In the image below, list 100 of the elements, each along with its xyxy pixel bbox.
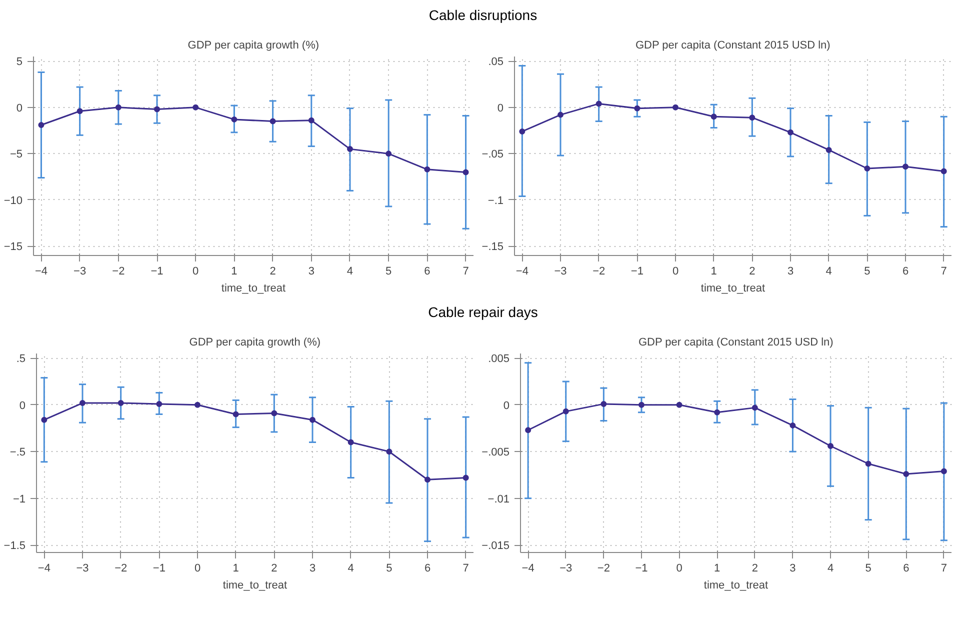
point	[714, 409, 720, 416]
point	[386, 448, 392, 455]
x-tick-label: 4	[826, 266, 832, 278]
x-tick-label: −1	[630, 266, 644, 278]
y-tick-label: −15	[4, 241, 23, 254]
y-tick-label: 5	[16, 56, 23, 68]
point	[462, 169, 469, 176]
y-tick-label: −.1	[488, 194, 504, 207]
point	[76, 108, 83, 114]
x-tick-label: 5	[864, 266, 870, 278]
x-tick-label: 4	[346, 266, 354, 278]
point	[710, 114, 717, 120]
x-tick-label: 1	[714, 562, 720, 574]
x-tick-label: −4	[38, 562, 50, 574]
point	[310, 416, 316, 423]
point	[790, 422, 796, 428]
point	[600, 400, 607, 407]
x-tick-label: 2	[752, 562, 758, 574]
x-tick-label: 0	[192, 266, 199, 278]
chart-title: Cable repair days	[428, 303, 538, 322]
x-tick-label: 0	[676, 562, 682, 574]
y-tick-label: 0	[503, 400, 510, 412]
x-tick-label: −2	[114, 562, 128, 574]
x-tick-label: −3	[554, 266, 567, 278]
x-tick-label: −1	[150, 266, 164, 278]
chart-subtitle: GDP per capita (Constant 2015 USD ln)	[638, 336, 834, 348]
point	[424, 166, 430, 172]
point	[118, 400, 124, 406]
x-tick-label: 0	[194, 562, 201, 574]
point	[194, 402, 200, 408]
x-tick-label: −4	[516, 266, 528, 278]
point	[752, 404, 758, 411]
point	[940, 468, 947, 474]
point	[80, 400, 86, 406]
point	[672, 104, 678, 110]
point	[902, 164, 908, 170]
point	[271, 410, 278, 416]
x-tick-label: 5	[386, 562, 392, 574]
x-tick-label: 2	[271, 562, 278, 574]
y-tick-label: 0	[16, 102, 23, 114]
y-tick-label: −1	[12, 493, 26, 506]
point	[308, 117, 314, 124]
chart-subtitle: GDP per capita growth (%)	[188, 40, 320, 52]
x-tick-label: 7	[940, 266, 947, 278]
point	[115, 104, 122, 110]
point	[562, 408, 569, 414]
x-tick-label: −2	[592, 266, 606, 278]
x-tick-label: 5	[865, 562, 872, 574]
x-tick-label: 4	[348, 562, 354, 574]
point	[462, 474, 469, 481]
point	[386, 150, 392, 157]
point	[525, 427, 532, 434]
chart-subtitle: GDP per capita (Constant 2015 USD ln)	[635, 40, 830, 52]
x-tick-label: 6	[903, 562, 910, 574]
point	[231, 116, 238, 122]
y-tick-label: −.15	[482, 241, 504, 254]
x-tick-label: 3	[790, 562, 796, 574]
point	[903, 471, 910, 478]
x-tick-label: 6	[424, 266, 430, 278]
x-tick-label: 7	[940, 562, 948, 574]
chart-subtitle: GDP per capita growth (%)	[189, 336, 321, 348]
point	[940, 168, 947, 174]
y-tick-label: −1.5	[4, 540, 26, 552]
x-axis-title: time_to_treat	[222, 580, 288, 592]
point	[788, 129, 794, 136]
x-tick-label: 2	[749, 266, 756, 278]
y-tick-label: −.05	[482, 148, 504, 161]
point	[865, 460, 872, 467]
point	[192, 104, 199, 110]
y-tick-label: −5	[10, 148, 23, 161]
chart-title: Cable disruptions	[428, 6, 538, 25]
y-tick-label: .005	[488, 353, 510, 366]
x-tick-label: −1	[152, 562, 166, 574]
x-axis-title: time_to_treat	[221, 282, 286, 294]
y-tick-label: −.015	[482, 540, 510, 552]
x-tick-label: −4	[34, 266, 48, 278]
x-tick-label: −3	[74, 266, 86, 278]
point	[828, 443, 834, 449]
point	[558, 112, 564, 118]
y-tick-label: −10	[4, 194, 23, 207]
point	[634, 105, 640, 112]
x-tick-label: 6	[902, 266, 909, 278]
x-tick-label: 2	[270, 266, 276, 278]
point	[41, 416, 48, 423]
x-tick-label: 5	[386, 266, 392, 278]
x-tick-label: 3	[308, 266, 314, 278]
x-tick-label: 4	[827, 562, 834, 574]
point	[676, 402, 682, 408]
point	[519, 128, 526, 134]
x-tick-label: 1	[231, 266, 238, 278]
point	[826, 146, 832, 153]
point	[424, 476, 430, 483]
x-tick-label: −2	[597, 562, 610, 574]
y-tick-label: −.5	[10, 446, 26, 459]
x-tick-label: 1	[232, 562, 239, 574]
point	[154, 106, 160, 112]
x-tick-label: 7	[462, 266, 469, 278]
point	[346, 146, 353, 152]
x-tick-label: −1	[635, 562, 648, 574]
point	[156, 400, 162, 407]
